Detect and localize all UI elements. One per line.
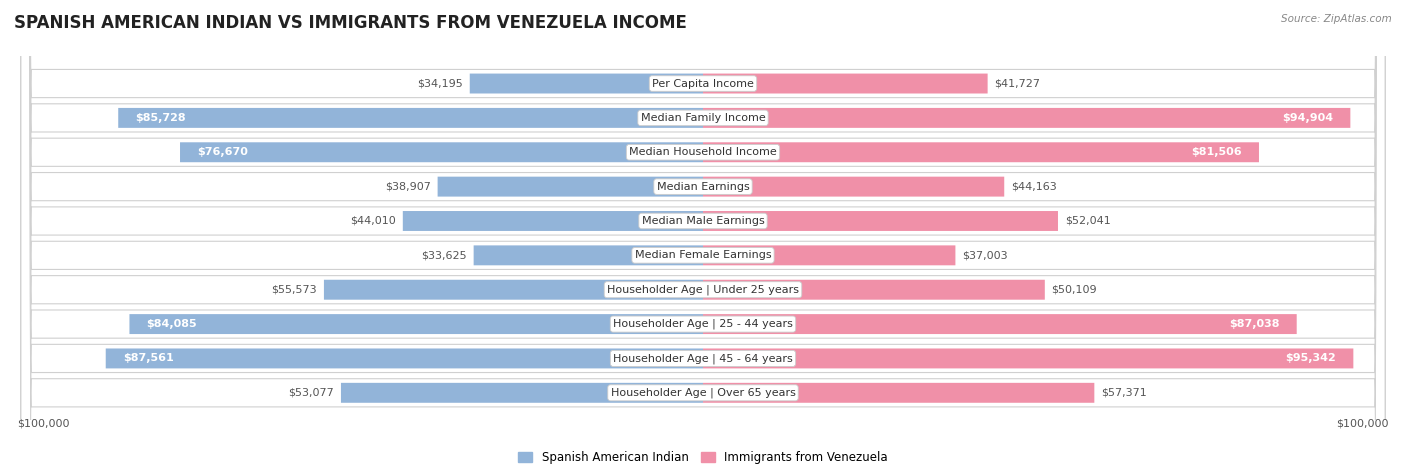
FancyBboxPatch shape bbox=[402, 211, 703, 231]
Text: Median Household Income: Median Household Income bbox=[628, 147, 778, 157]
Text: $76,670: $76,670 bbox=[197, 147, 247, 157]
Text: $41,727: $41,727 bbox=[994, 78, 1040, 89]
Text: $95,342: $95,342 bbox=[1285, 354, 1336, 363]
Text: Median Earnings: Median Earnings bbox=[657, 182, 749, 191]
FancyBboxPatch shape bbox=[703, 314, 1296, 334]
Text: $87,038: $87,038 bbox=[1229, 319, 1279, 329]
FancyBboxPatch shape bbox=[21, 0, 1385, 467]
FancyBboxPatch shape bbox=[340, 383, 703, 403]
Text: $57,371: $57,371 bbox=[1101, 388, 1147, 398]
Text: Median Family Income: Median Family Income bbox=[641, 113, 765, 123]
Text: $85,728: $85,728 bbox=[135, 113, 186, 123]
FancyBboxPatch shape bbox=[703, 348, 1354, 368]
Text: Householder Age | Over 65 years: Householder Age | Over 65 years bbox=[610, 388, 796, 398]
Text: $84,085: $84,085 bbox=[146, 319, 197, 329]
Text: $94,904: $94,904 bbox=[1282, 113, 1333, 123]
Text: $53,077: $53,077 bbox=[288, 388, 335, 398]
FancyBboxPatch shape bbox=[703, 211, 1057, 231]
Text: Householder Age | Under 25 years: Householder Age | Under 25 years bbox=[607, 284, 799, 295]
Text: $100,000: $100,000 bbox=[1336, 418, 1389, 429]
FancyBboxPatch shape bbox=[323, 280, 703, 300]
Text: $81,506: $81,506 bbox=[1191, 147, 1241, 157]
FancyBboxPatch shape bbox=[21, 0, 1385, 467]
Text: Median Male Earnings: Median Male Earnings bbox=[641, 216, 765, 226]
Text: Householder Age | 45 - 64 years: Householder Age | 45 - 64 years bbox=[613, 353, 793, 364]
Text: $37,003: $37,003 bbox=[962, 250, 1008, 260]
Text: SPANISH AMERICAN INDIAN VS IMMIGRANTS FROM VENEZUELA INCOME: SPANISH AMERICAN INDIAN VS IMMIGRANTS FR… bbox=[14, 14, 688, 32]
FancyBboxPatch shape bbox=[21, 0, 1385, 467]
Text: $100,000: $100,000 bbox=[17, 418, 70, 429]
Text: Source: ZipAtlas.com: Source: ZipAtlas.com bbox=[1281, 14, 1392, 24]
Text: $52,041: $52,041 bbox=[1064, 216, 1111, 226]
FancyBboxPatch shape bbox=[21, 0, 1385, 467]
FancyBboxPatch shape bbox=[21, 0, 1385, 467]
Text: Median Female Earnings: Median Female Earnings bbox=[634, 250, 772, 260]
FancyBboxPatch shape bbox=[703, 383, 1094, 403]
FancyBboxPatch shape bbox=[21, 0, 1385, 467]
Text: $50,109: $50,109 bbox=[1052, 285, 1097, 295]
Text: $34,195: $34,195 bbox=[418, 78, 463, 89]
FancyBboxPatch shape bbox=[703, 74, 987, 93]
Text: $44,010: $44,010 bbox=[350, 216, 396, 226]
Text: $87,561: $87,561 bbox=[122, 354, 173, 363]
Legend: Spanish American Indian, Immigrants from Venezuela: Spanish American Indian, Immigrants from… bbox=[513, 446, 893, 467]
FancyBboxPatch shape bbox=[129, 314, 703, 334]
Text: Householder Age | 25 - 44 years: Householder Age | 25 - 44 years bbox=[613, 319, 793, 329]
FancyBboxPatch shape bbox=[703, 245, 956, 265]
FancyBboxPatch shape bbox=[437, 177, 703, 197]
Text: $55,573: $55,573 bbox=[271, 285, 318, 295]
FancyBboxPatch shape bbox=[21, 0, 1385, 467]
Text: $38,907: $38,907 bbox=[385, 182, 430, 191]
FancyBboxPatch shape bbox=[703, 177, 1004, 197]
FancyBboxPatch shape bbox=[21, 0, 1385, 467]
FancyBboxPatch shape bbox=[180, 142, 703, 162]
FancyBboxPatch shape bbox=[21, 0, 1385, 467]
FancyBboxPatch shape bbox=[21, 0, 1385, 467]
FancyBboxPatch shape bbox=[470, 74, 703, 93]
FancyBboxPatch shape bbox=[703, 280, 1045, 300]
Text: Per Capita Income: Per Capita Income bbox=[652, 78, 754, 89]
FancyBboxPatch shape bbox=[474, 245, 703, 265]
Text: $33,625: $33,625 bbox=[422, 250, 467, 260]
FancyBboxPatch shape bbox=[703, 108, 1350, 128]
FancyBboxPatch shape bbox=[105, 348, 703, 368]
FancyBboxPatch shape bbox=[703, 142, 1258, 162]
Text: $44,163: $44,163 bbox=[1011, 182, 1057, 191]
FancyBboxPatch shape bbox=[118, 108, 703, 128]
